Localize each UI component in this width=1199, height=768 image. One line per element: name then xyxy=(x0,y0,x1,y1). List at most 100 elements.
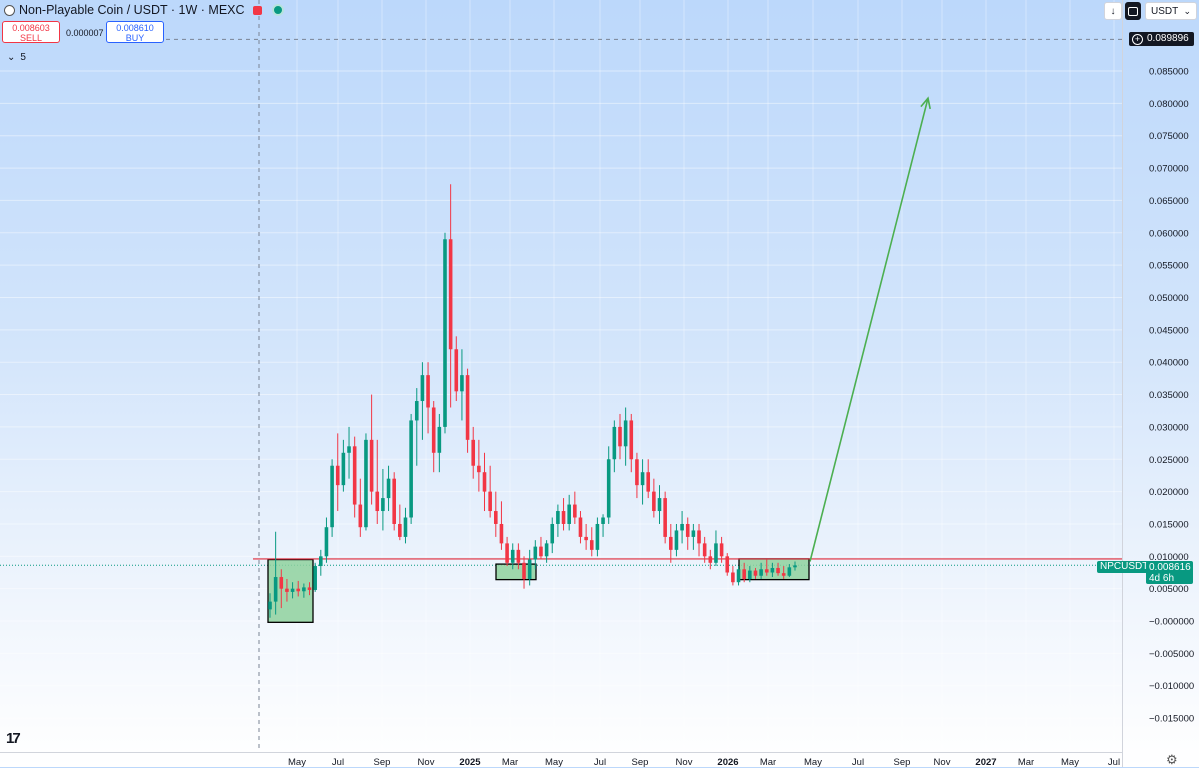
tradingview-logo[interactable]: 17 xyxy=(6,730,21,747)
buy-price: 0.008610 xyxy=(116,23,154,33)
settings-gear-icon[interactable]: ⚙ xyxy=(1166,752,1178,767)
time-tick-label: May xyxy=(1061,757,1079,767)
candle-body xyxy=(612,426,617,460)
projection-arrow[interactable] xyxy=(809,97,929,562)
candle-body xyxy=(601,517,605,524)
candle-body xyxy=(578,517,583,537)
price-tick-label: 0.025000 xyxy=(1149,455,1189,466)
candle-body xyxy=(697,530,701,544)
candle-body xyxy=(663,498,667,537)
candle-body xyxy=(770,567,775,573)
time-tick-label: May xyxy=(804,757,822,767)
candle-body xyxy=(369,439,374,492)
candle-body xyxy=(443,239,447,427)
crosshair-price-tag: + 0.089896 xyxy=(1129,32,1194,46)
price-tick-label: −0.000000 xyxy=(1149,617,1194,628)
candle-body xyxy=(352,446,357,505)
candle-body xyxy=(573,504,577,518)
candle-body xyxy=(753,570,758,576)
price-tick-label: 0.035000 xyxy=(1149,390,1189,401)
coin-logo-icon xyxy=(4,4,15,16)
candle-body xyxy=(606,459,611,518)
indicators-count: 5 xyxy=(20,52,26,63)
candle-body xyxy=(471,439,476,466)
indicators-toggle[interactable]: ⌄ 5 xyxy=(7,52,26,63)
candle-body xyxy=(505,543,509,563)
candle-body xyxy=(426,375,430,408)
candle-body xyxy=(268,601,272,610)
candle-body xyxy=(556,511,560,524)
plus-circle-icon[interactable]: + xyxy=(1132,33,1143,45)
accumulation-zone-box[interactable] xyxy=(495,563,537,581)
candle-body xyxy=(567,504,571,524)
candle-body xyxy=(381,498,385,512)
candle-body xyxy=(742,569,746,579)
candle-body xyxy=(550,523,555,544)
candle-body xyxy=(460,375,464,392)
current-price: 0.008616 xyxy=(1149,562,1191,573)
candle-body xyxy=(454,349,459,392)
candle-body xyxy=(358,504,363,528)
price-tick-label: 0.015000 xyxy=(1149,519,1189,530)
candle-body xyxy=(561,511,566,524)
candle-body xyxy=(680,523,684,531)
bar-countdown: 4d 6h xyxy=(1149,573,1175,584)
candle-body xyxy=(539,546,543,557)
candle-body xyxy=(488,491,492,512)
time-tick-label: 2026 xyxy=(717,757,738,767)
price-tick-label: −0.015000 xyxy=(1149,714,1194,725)
time-tick-label: Nov xyxy=(676,757,693,767)
candle-body xyxy=(685,523,690,537)
candle-body xyxy=(736,569,741,583)
candle-body xyxy=(635,459,639,486)
candle-body xyxy=(544,543,549,557)
candle-body xyxy=(640,472,645,486)
price-tick-label: −0.005000 xyxy=(1149,649,1194,660)
screen-icon[interactable] xyxy=(1125,2,1141,20)
candle-body xyxy=(335,465,340,486)
candle-body xyxy=(319,556,323,567)
price-tick-label: 0.065000 xyxy=(1149,196,1189,207)
candle-body xyxy=(589,540,594,550)
time-tick-label: May xyxy=(545,757,563,767)
buy-button[interactable]: 0.008610 BUY xyxy=(106,21,164,43)
candle-body xyxy=(448,239,453,350)
market-status-icon xyxy=(271,4,284,16)
candle-body xyxy=(708,556,713,563)
price-tick-label: −0.010000 xyxy=(1149,681,1194,692)
candle-body xyxy=(273,577,278,602)
candle-body xyxy=(296,588,301,592)
price-tick-label: 0.030000 xyxy=(1149,422,1189,433)
candle-body xyxy=(623,420,628,447)
candle-body xyxy=(375,491,380,512)
candle-body xyxy=(465,375,470,440)
sell-button[interactable]: 0.008603 SELL xyxy=(2,21,60,43)
candle-body xyxy=(330,465,334,528)
price-tick-label: 0.050000 xyxy=(1149,293,1189,304)
price-tick-label: 0.020000 xyxy=(1149,487,1189,498)
price-tick-label: 0.075000 xyxy=(1149,131,1189,142)
time-tick-label: Mar xyxy=(502,757,518,767)
time-tick-label: Nov xyxy=(934,757,951,767)
time-tick-label: Jul xyxy=(852,757,864,767)
candle-body xyxy=(420,375,425,402)
flag-icon[interactable] xyxy=(252,5,262,15)
price-tick-label: 0.010000 xyxy=(1149,552,1189,563)
candle-body xyxy=(748,570,752,579)
candle-body xyxy=(691,530,696,537)
candle-body xyxy=(793,565,797,568)
symbol-header[interactable]: Non-Playable Coin / USDT · 1W · MEXC xyxy=(4,2,284,18)
chevron-down-icon: ⌄ xyxy=(7,52,16,63)
candle-body xyxy=(668,536,673,550)
price-tick-label: 0.085000 xyxy=(1149,67,1189,78)
price-tick-label: 0.040000 xyxy=(1149,358,1189,369)
candle-body xyxy=(307,587,312,590)
candle-body xyxy=(324,527,329,557)
candle-body xyxy=(584,536,588,541)
currency-select[interactable]: USDT ⌄ xyxy=(1145,2,1197,20)
download-icon[interactable]: ↓ xyxy=(1104,2,1122,20)
candle-body xyxy=(618,426,622,447)
candle-body xyxy=(313,566,317,590)
chart-title[interactable]: Non-Playable Coin / USDT · 1W · MEXC xyxy=(19,3,245,17)
